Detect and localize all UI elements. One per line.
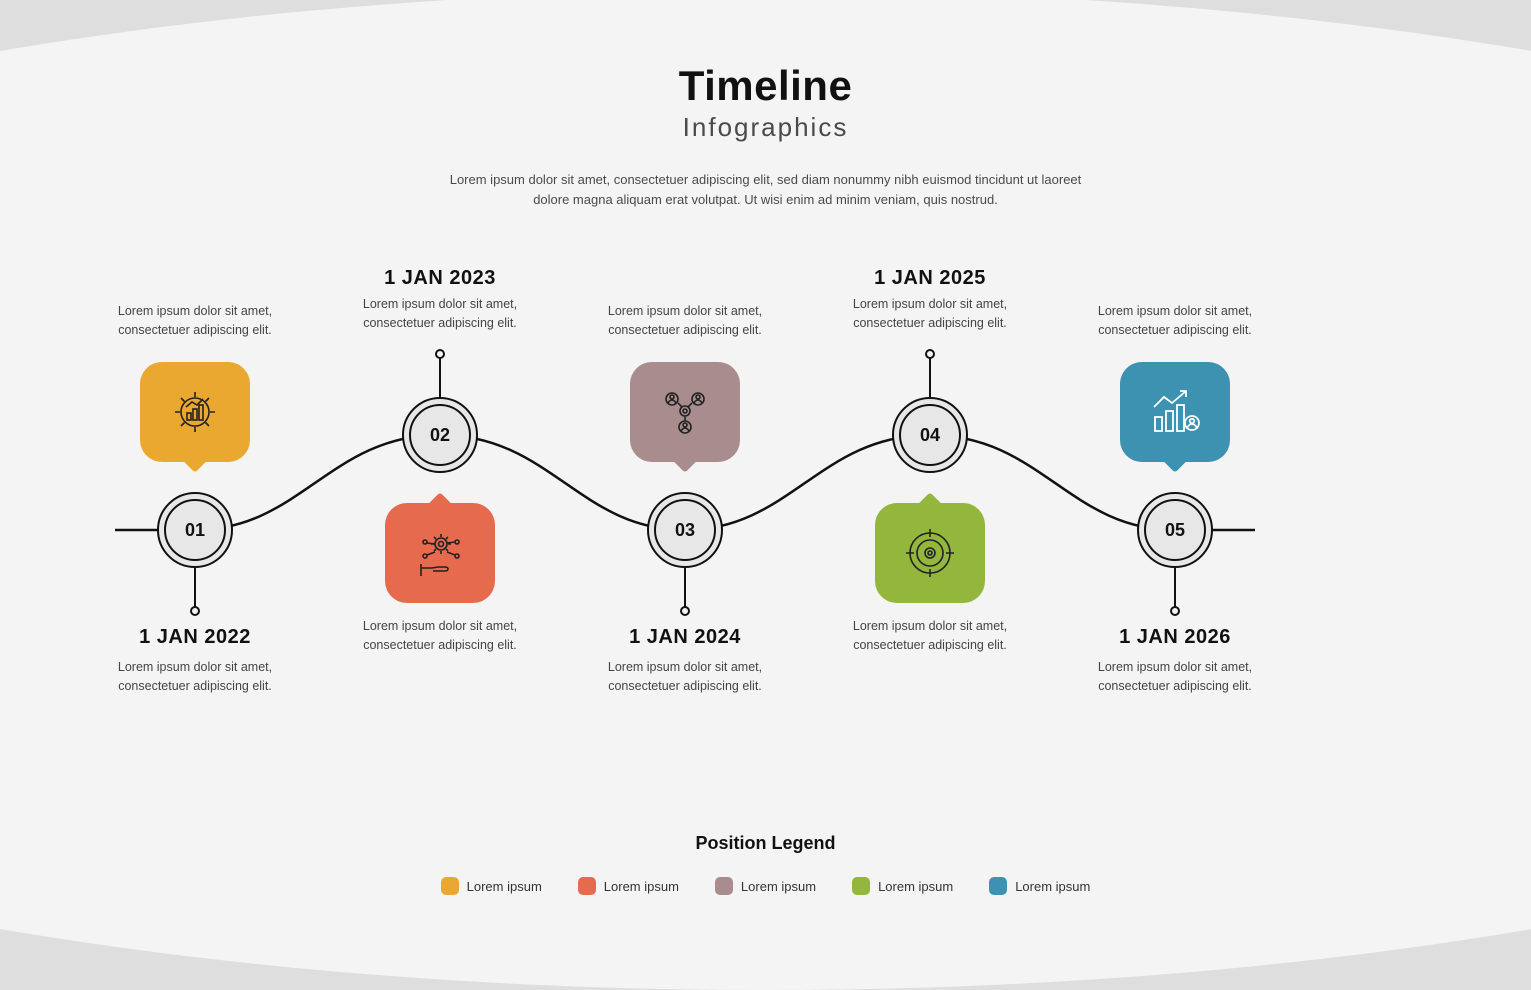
timeline-node-01: 01 [157, 492, 233, 568]
timeline-node-05: 05 [1137, 492, 1213, 568]
milestone-date: 1 JAN 2023 [330, 267, 550, 290]
legend-label: Lorem ipsum [1015, 879, 1090, 894]
milestone-desc-alt: Lorem ipsum dolor sit amet, consectetuer… [345, 617, 535, 655]
node-number: 04 [920, 425, 940, 446]
timeline-node-02: 02 [402, 397, 478, 473]
milestone-desc: Lorem ipsum dolor sit amet, consectetuer… [590, 658, 780, 696]
legend-item: Lorem ipsum [989, 877, 1090, 895]
target-gear-icon [875, 503, 985, 603]
team-gear-icon [630, 362, 740, 462]
node-number: 02 [430, 425, 450, 446]
milestone-desc-alt: Lorem ipsum dolor sit amet, consectetuer… [100, 302, 290, 340]
milestone-desc-alt: Lorem ipsum dolor sit amet, consectetuer… [1080, 302, 1270, 340]
milestone-date: 1 JAN 2024 [575, 626, 795, 649]
legend-label: Lorem ipsum [604, 879, 679, 894]
legend-label: Lorem ipsum [878, 879, 953, 894]
legend-swatch [441, 877, 459, 895]
gear-chart-icon [140, 362, 250, 462]
node-pin [194, 568, 196, 608]
milestone-desc: Lorem ipsum dolor sit amet, consectetuer… [835, 295, 1025, 333]
milestone-desc-alt: Lorem ipsum dolor sit amet, consectetuer… [835, 617, 1025, 655]
growth-chart-icon [1120, 362, 1230, 462]
milestone-desc-alt: Lorem ipsum dolor sit amet, consectetuer… [590, 302, 780, 340]
infographic-stage: Timeline Infographics Lorem ipsum dolor … [0, 0, 1531, 980]
node-number: 01 [185, 520, 205, 541]
legend-swatch [989, 877, 1007, 895]
milestone-date: 1 JAN 2026 [1065, 626, 1285, 649]
milestone-date: 1 JAN 2022 [85, 626, 305, 649]
milestone-desc: Lorem ipsum dolor sit amet, consectetuer… [1080, 658, 1270, 696]
legend: Lorem ipsum Lorem ipsum Lorem ipsum Lorem i… [0, 877, 1531, 900]
node-pin [684, 568, 686, 608]
legend-label: Lorem ipsum [741, 879, 816, 894]
legend-swatch [578, 877, 596, 895]
legend-swatch [715, 877, 733, 895]
node-pin [929, 357, 931, 397]
milestone-desc: Lorem ipsum dolor sit amet, consectetuer… [100, 658, 290, 696]
legend-item: Lorem ipsum [852, 877, 953, 895]
legend-item: Lorem ipsum [441, 877, 542, 895]
legend-label: Lorem ipsum [467, 879, 542, 894]
timeline-node-03: 03 [647, 492, 723, 568]
node-pin [439, 357, 441, 397]
node-number: 05 [1165, 520, 1185, 541]
legend-item: Lorem ipsum [578, 877, 679, 895]
milestone-date: 1 JAN 2025 [820, 267, 1040, 290]
hand-gear-icon [385, 503, 495, 603]
node-pin [1174, 568, 1176, 608]
node-number: 03 [675, 520, 695, 541]
timeline-node-04: 04 [892, 397, 968, 473]
legend-item: Lorem ipsum [715, 877, 816, 895]
legend-swatch [852, 877, 870, 895]
milestone-desc: Lorem ipsum dolor sit amet, consectetuer… [345, 295, 535, 333]
legend-title: Position Legend [0, 833, 1531, 854]
